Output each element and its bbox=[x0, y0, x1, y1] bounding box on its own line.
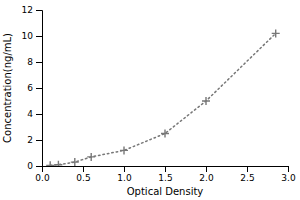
tick: 1.0 bbox=[117, 166, 132, 183]
tick-label: 0 bbox=[27, 161, 33, 171]
tick: 2 bbox=[27, 135, 42, 145]
tick-label: 8 bbox=[27, 57, 33, 67]
tick: 2.5 bbox=[240, 166, 254, 183]
tick-mark bbox=[36, 62, 42, 63]
tick: 10 bbox=[22, 31, 42, 41]
y-axis-title: Concentration(ng/mL) bbox=[2, 33, 13, 143]
tick-label: 6 bbox=[27, 83, 33, 93]
marker bbox=[71, 158, 79, 166]
tick-label: 10 bbox=[22, 31, 34, 41]
marker bbox=[272, 29, 280, 37]
tick-mark bbox=[83, 166, 84, 172]
tick: 0.0 bbox=[35, 166, 50, 183]
tick-label: 4 bbox=[27, 109, 33, 119]
tick-mark bbox=[36, 114, 42, 115]
axis-line bbox=[36, 11, 43, 167]
tick: 0.5 bbox=[76, 166, 90, 183]
tick-mark bbox=[165, 166, 166, 172]
tick-mark bbox=[288, 166, 289, 172]
tick-mark bbox=[36, 10, 42, 11]
tick-mark bbox=[124, 166, 125, 172]
tick-label: 1.5 bbox=[158, 173, 172, 183]
tick-label: 0.0 bbox=[35, 173, 50, 183]
marks bbox=[46, 29, 280, 166]
tick-mark bbox=[247, 166, 248, 172]
tick: 1.5 bbox=[158, 166, 172, 183]
tick-label: 2.0 bbox=[199, 173, 214, 183]
tick: 12 bbox=[22, 5, 42, 15]
tick: 2.0 bbox=[199, 166, 214, 183]
tick-label: 1.0 bbox=[117, 173, 132, 183]
marker bbox=[120, 146, 128, 154]
tick-mark bbox=[206, 166, 207, 172]
tick: 3.0 bbox=[281, 166, 296, 183]
tick-mark bbox=[36, 36, 42, 37]
tick: 0 bbox=[27, 161, 42, 171]
marker bbox=[87, 153, 95, 161]
plot: 0.0 0.5 1.0 1.5 2.0 2.5 3.0 0 2 4 6 8 10 12 Optical De… bbox=[2, 5, 296, 197]
tick: 4 bbox=[27, 109, 42, 119]
line bbox=[50, 33, 276, 165]
tick-label: 12 bbox=[22, 5, 33, 15]
x-axis-title: Optical Density bbox=[127, 186, 204, 197]
tick-mark bbox=[36, 88, 42, 89]
marker bbox=[46, 161, 54, 166]
tick-label: 3.0 bbox=[281, 173, 296, 183]
tick-mark bbox=[36, 166, 42, 167]
marker bbox=[202, 97, 210, 105]
tick: 8 bbox=[27, 57, 42, 67]
chart: 0.0 0.5 1.0 1.5 2.0 2.5 3.0 0 2 4 6 8 10 12 Optical De… bbox=[0, 0, 300, 200]
y-axis: 0 2 4 6 8 10 12 bbox=[22, 5, 43, 171]
tick-label: 2.5 bbox=[240, 173, 254, 183]
tick-mark bbox=[36, 140, 42, 141]
marker bbox=[54, 161, 62, 166]
tick-label: 0.5 bbox=[76, 173, 90, 183]
tick-label: 2 bbox=[27, 135, 33, 145]
marker bbox=[161, 130, 169, 138]
tick: 6 bbox=[27, 83, 42, 93]
x-axis: 0.0 0.5 1.0 1.5 2.0 2.5 3.0 bbox=[35, 166, 296, 183]
axis-line bbox=[43, 167, 289, 173]
